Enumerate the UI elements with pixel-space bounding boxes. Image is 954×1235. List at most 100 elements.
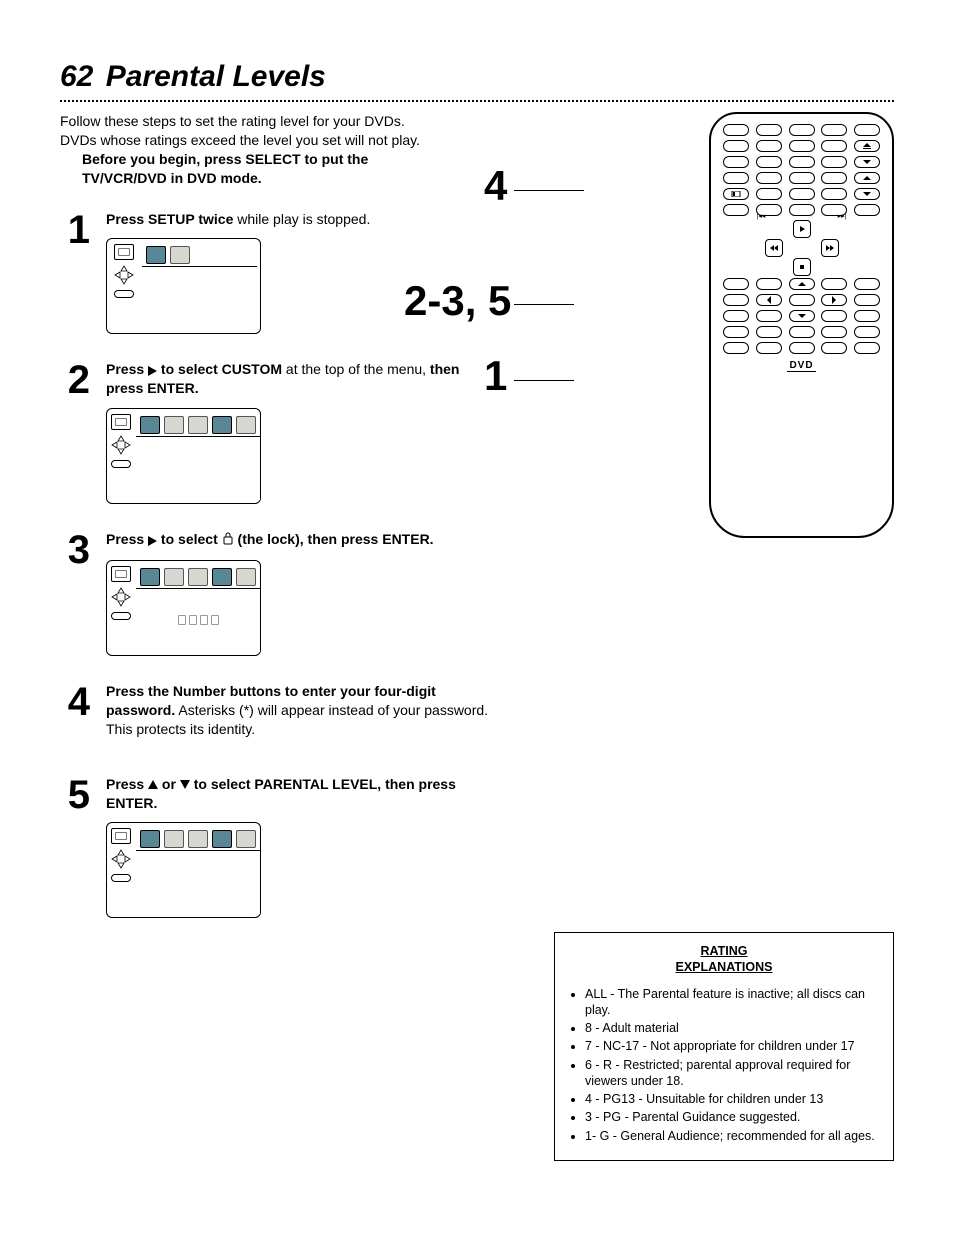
menu-screenshot-2 [106, 408, 261, 504]
step1-rest: while play is stopped. [233, 211, 370, 227]
remote-button [723, 326, 749, 338]
menu-tab-active [140, 416, 160, 434]
menu-tab-active [212, 568, 232, 586]
remote-button [854, 124, 880, 136]
rating-item: 4 - PG13 - Unsuitable for children under… [585, 1091, 881, 1107]
step-number-3: 3 [60, 530, 90, 656]
remote-button [821, 124, 847, 136]
step4-text: Press the Number buttons to enter your f… [106, 682, 490, 739]
rating-item: ALL - The Parental feature is inactive; … [585, 986, 881, 1019]
remote-up-button [789, 278, 815, 290]
intro-text: Follow these steps to set the rating lev… [60, 112, 490, 188]
intro-bold1: Before you begin, press SELECT to put th… [82, 151, 368, 167]
menu-tab-active [146, 246, 166, 264]
menu-tab [188, 416, 208, 434]
menu-body-password [136, 588, 260, 652]
step2-b2: to select CUSTOM [157, 361, 282, 377]
remote-button [756, 124, 782, 136]
rating-title2: EXPLANATIONS [676, 960, 773, 974]
page-title: 62 Parental Levels [60, 60, 894, 94]
intro-line2: DVDs whose ratings exceed the level you … [60, 131, 490, 150]
rating-title: RATING EXPLANATIONS [567, 943, 881, 976]
remote-row [723, 294, 880, 306]
step1-text: Press SETUP twice while play is stopped. [106, 210, 490, 229]
remote-button [821, 326, 847, 338]
step5-text: Press or to select PARENTAL LEVEL, then … [106, 775, 490, 813]
remote-row [723, 188, 880, 200]
menu-tab-active [140, 568, 160, 586]
remote-row [723, 342, 880, 354]
step3-b3: (the lock), then press ENTER. [234, 531, 434, 547]
forward-button [821, 239, 839, 257]
remote-button [821, 172, 847, 184]
menu-side-label [111, 460, 131, 468]
remote-control: |◂◂ ▸▸| [709, 112, 894, 538]
step2-b1: Press [106, 361, 148, 377]
remote-row [723, 204, 880, 216]
remote-button [854, 188, 880, 200]
remote-enter-button [789, 294, 815, 306]
rating-item: 1- G - General Audience; recommended for… [585, 1128, 881, 1144]
menu-screenshot-5 [106, 822, 261, 918]
remote-button [723, 204, 749, 216]
menu-tab [170, 246, 190, 264]
menu-body [136, 850, 260, 914]
step3-b1: Press [106, 531, 148, 547]
menu-tab [236, 416, 256, 434]
remote-button [756, 310, 782, 322]
remote-button [789, 188, 815, 200]
menu-screenshot-1 [106, 238, 261, 334]
menu-screenshot-3 [106, 560, 261, 656]
remote-button [854, 294, 880, 306]
remote-button [854, 278, 880, 290]
remote-button [789, 326, 815, 338]
menu-side-icon [111, 414, 131, 430]
remote-button [854, 156, 880, 168]
menu-side-label [111, 612, 131, 620]
step3-text: Press to select (the lock), then press E… [106, 530, 490, 550]
menu-tab [164, 830, 184, 848]
remote-button [854, 310, 880, 322]
dvd-text: DVD [787, 360, 815, 372]
remote-button [789, 172, 815, 184]
remote-row [723, 140, 880, 152]
title-divider [60, 100, 894, 102]
remote-button [854, 204, 880, 216]
menu-tab [164, 416, 184, 434]
remote-button [821, 140, 847, 152]
remote-button [854, 326, 880, 338]
right-arrow-icon [148, 536, 157, 546]
rating-explanations-box: RATING EXPLANATIONS ALL - The Parental f… [554, 932, 894, 1161]
rating-item: 6 - R - Restricted; parental approval re… [585, 1057, 881, 1090]
step-number-2: 2 [60, 360, 90, 504]
rating-title1: RATING [701, 944, 748, 958]
step5-b1: Press [106, 776, 148, 792]
menu-dpad-icon [110, 848, 132, 870]
callout-235: 2-3, 5 [404, 277, 511, 325]
password-char [200, 615, 208, 625]
menu-side-label [111, 874, 131, 882]
remote-button [723, 188, 749, 200]
menu-tab [188, 568, 208, 586]
menu-tab [236, 568, 256, 586]
remote-button [854, 342, 880, 354]
rating-item: 3 - PG - Parental Guidance suggested. [585, 1109, 881, 1125]
remote-button [789, 124, 815, 136]
up-arrow-icon [148, 780, 158, 789]
remote-row [723, 172, 880, 184]
step2-text: Press to select CUSTOM at the top of the… [106, 360, 490, 398]
remote-button [789, 140, 815, 152]
menu-dpad-icon [113, 264, 135, 286]
remote-right-button [821, 294, 847, 306]
remote-button [789, 204, 815, 216]
menu-tab [188, 830, 208, 848]
remote-button [821, 278, 847, 290]
remote-button [756, 156, 782, 168]
remote-play-pad: |◂◂ ▸▸| [757, 220, 847, 276]
rating-item: 7 - NC-17 - Not appropriate for children… [585, 1038, 881, 1054]
menu-body [142, 266, 257, 330]
remote-row [723, 124, 880, 136]
step1-bold: Press SETUP twice [106, 211, 233, 227]
remote-button [756, 278, 782, 290]
page-number: 62 [60, 60, 93, 93]
